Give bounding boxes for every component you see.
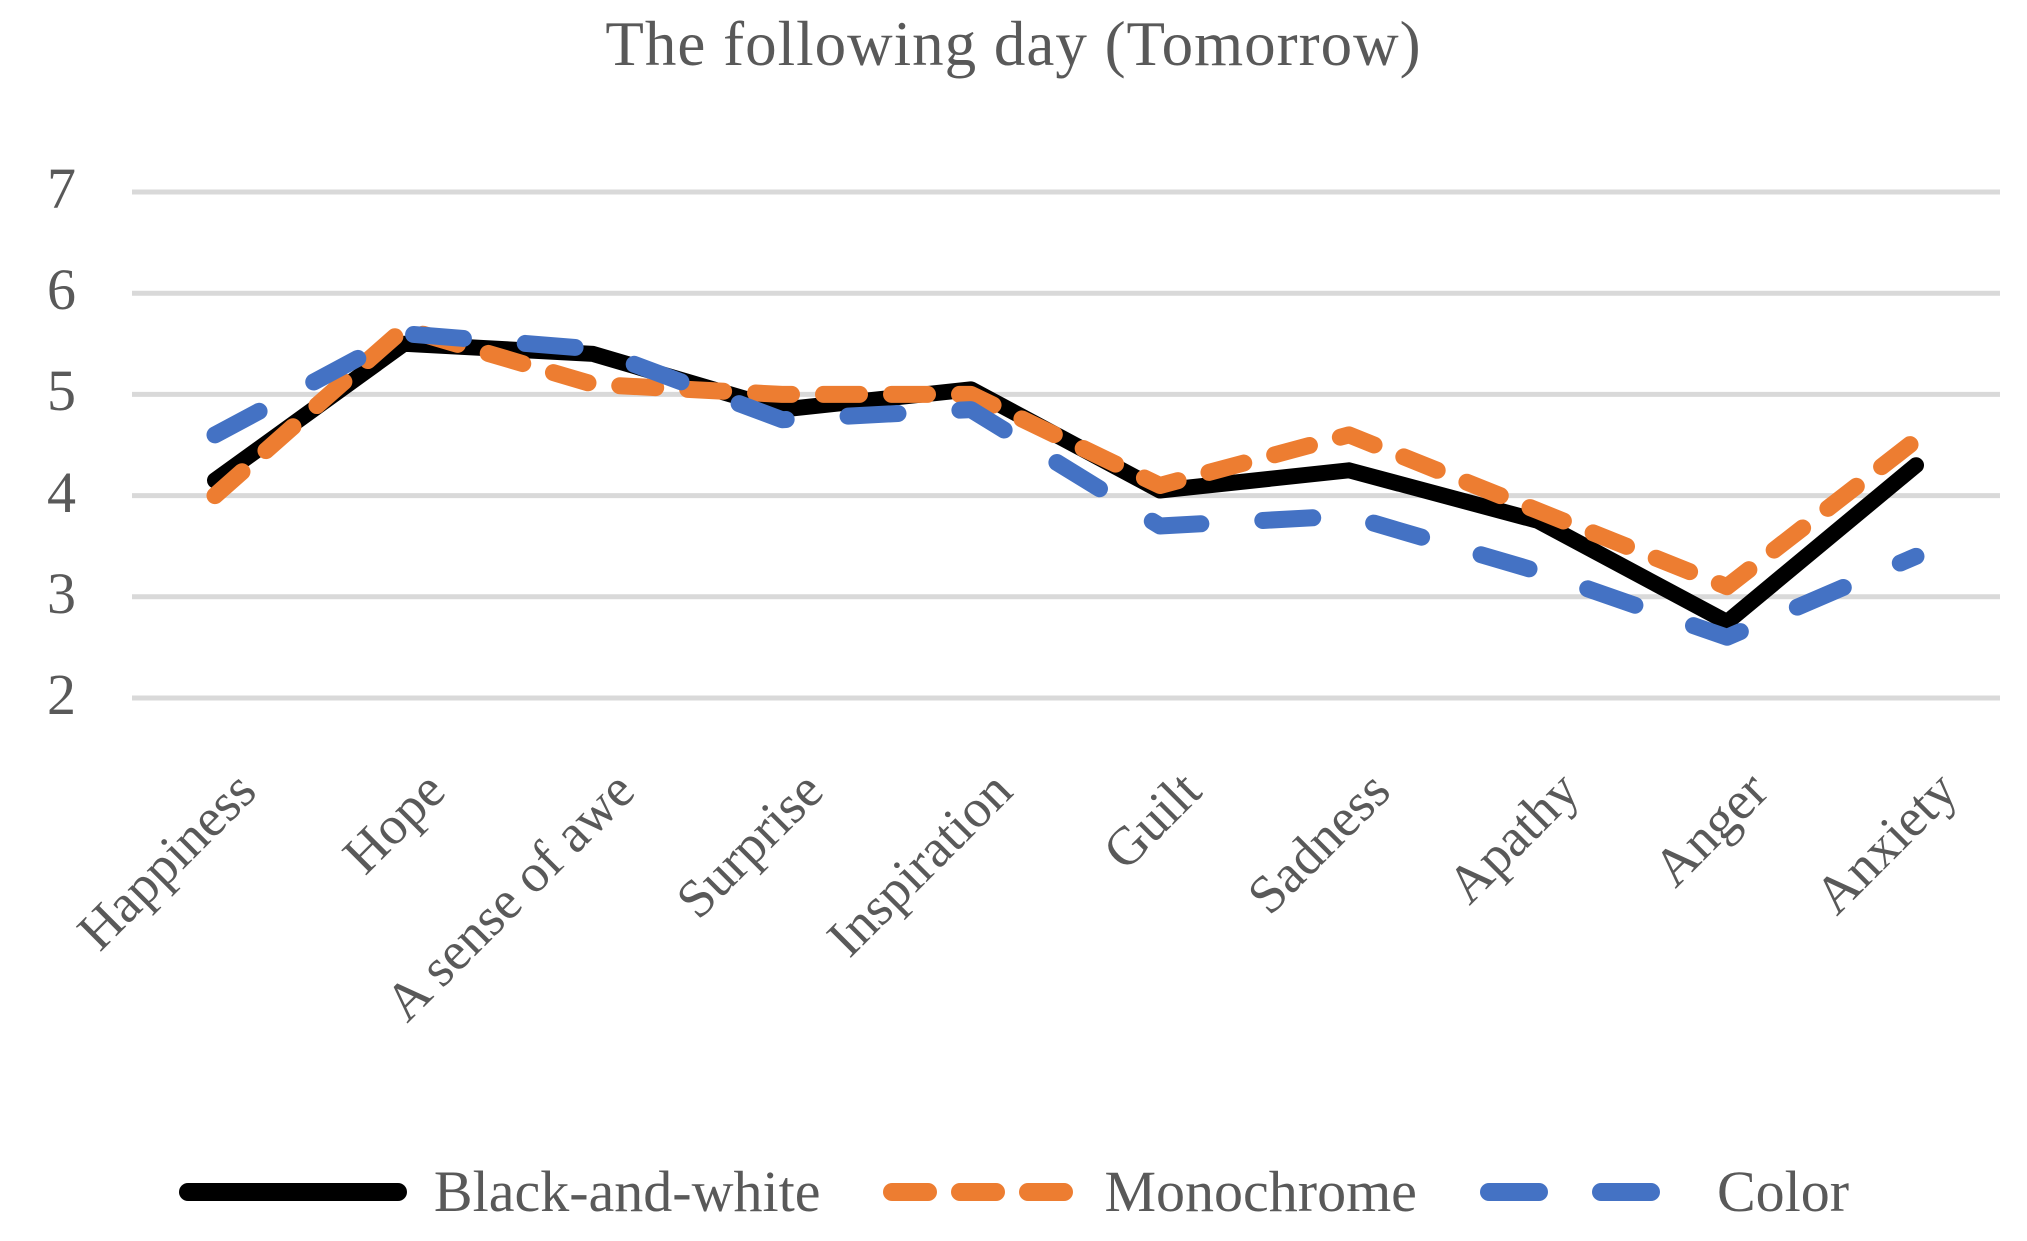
chart-title: The following day (Tomorrow) <box>605 9 1422 79</box>
y-tick-label-7: 7 <box>47 156 76 221</box>
series-line-black-and-white <box>207 335 1924 631</box>
legend-label-color: Color <box>1716 1159 1850 1224</box>
legend: Black-and-white Monochrome Color <box>0 1152 2027 1232</box>
y-tick-label-5: 5 <box>47 358 76 424</box>
y-tick-label-3: 3 <box>47 560 76 626</box>
legend-swatch-color <box>1479 1183 1690 1201</box>
legend-swatch-monochrome <box>883 1183 1078 1201</box>
y-tick-label-4: 4 <box>47 459 76 525</box>
legend-label-black-and-white: Black-and-white <box>433 1159 821 1224</box>
series-lines <box>206 320 1925 646</box>
legend-item-monochrome: Monochrome <box>882 1163 1417 1221</box>
legend-item-black-and-white: Black-and-white <box>178 1159 821 1224</box>
legend-item-color: Color <box>1479 1163 1849 1221</box>
legend-label-monochrome: Monochrome <box>1104 1159 1417 1224</box>
legend-swatch-black-and-white <box>178 1183 407 1201</box>
series-line-color <box>206 325 1925 646</box>
gridlines <box>132 189 2000 701</box>
y-tick-label-2: 2 <box>47 662 76 727</box>
series-line-monochrome <box>206 320 1925 596</box>
y-tick-label-6: 6 <box>47 257 76 323</box>
